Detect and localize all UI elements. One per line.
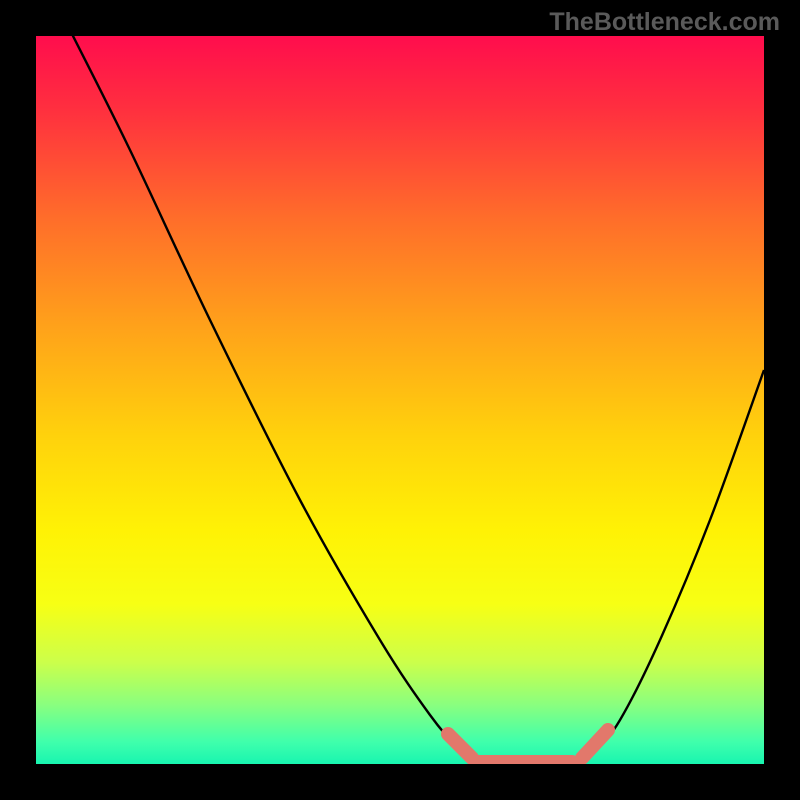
chart-canvas: TheBottleneck.com <box>0 0 800 800</box>
watermark-text: TheBottleneck.com <box>549 8 780 37</box>
chart-background-gradient <box>36 36 764 764</box>
chart-svg <box>0 0 800 800</box>
